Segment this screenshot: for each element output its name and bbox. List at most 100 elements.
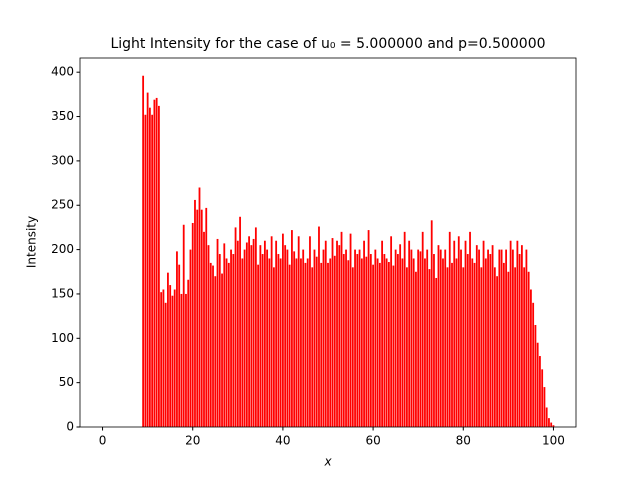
bar xyxy=(489,254,492,427)
bar xyxy=(541,369,544,427)
bar xyxy=(532,302,535,427)
bar xyxy=(417,249,420,427)
y-tick-label: 100 xyxy=(51,331,74,345)
x-tick-label: 60 xyxy=(365,434,380,448)
bar xyxy=(245,242,248,427)
bar xyxy=(239,216,241,427)
bar xyxy=(536,342,539,427)
bar xyxy=(442,258,444,427)
bar xyxy=(475,245,478,427)
bar xyxy=(390,236,393,427)
bar xyxy=(297,236,300,427)
bar xyxy=(457,236,460,427)
bar xyxy=(236,240,239,427)
bar xyxy=(523,267,526,427)
bar xyxy=(394,249,397,427)
bar xyxy=(203,231,205,427)
bar xyxy=(295,258,298,427)
bar xyxy=(142,75,145,427)
bar xyxy=(349,233,352,427)
bar xyxy=(360,258,363,427)
bar xyxy=(491,245,494,427)
bar xyxy=(155,97,158,427)
bar xyxy=(511,249,514,427)
bar xyxy=(534,324,537,427)
bar xyxy=(331,238,334,427)
bar xyxy=(268,258,271,427)
bar xyxy=(525,249,528,427)
x-tick-label: 80 xyxy=(456,434,471,448)
bar xyxy=(338,245,341,427)
bar xyxy=(176,251,178,427)
bar xyxy=(214,276,217,427)
bar xyxy=(302,249,305,427)
bar xyxy=(484,258,487,427)
bar xyxy=(275,240,278,427)
bar xyxy=(548,418,550,427)
bar xyxy=(435,277,438,427)
bar xyxy=(354,249,356,427)
bar xyxy=(191,222,194,427)
bar xyxy=(466,254,469,427)
bar xyxy=(469,231,471,427)
bar xyxy=(410,249,413,427)
bar xyxy=(399,244,402,427)
bar xyxy=(426,249,429,427)
bar xyxy=(205,207,208,427)
bar xyxy=(259,245,262,427)
bar xyxy=(336,240,338,427)
bar xyxy=(387,262,390,427)
bar xyxy=(478,249,480,427)
bar xyxy=(473,262,476,427)
bar xyxy=(309,236,311,427)
bar xyxy=(396,254,399,427)
bar xyxy=(356,254,359,427)
bar xyxy=(545,407,548,427)
y-tick-label: 200 xyxy=(51,242,74,256)
bar xyxy=(446,267,449,427)
bar xyxy=(196,209,199,427)
bar xyxy=(185,293,187,427)
bar xyxy=(250,245,253,427)
bar xyxy=(180,293,183,427)
bar xyxy=(162,289,165,427)
bar xyxy=(327,262,329,427)
bar xyxy=(164,302,167,427)
bar xyxy=(151,114,154,428)
bar xyxy=(502,262,505,427)
bar xyxy=(160,292,163,427)
bar xyxy=(279,258,282,427)
bar xyxy=(482,240,485,427)
bar xyxy=(369,254,372,427)
x-tick-label: 20 xyxy=(185,434,200,448)
bar xyxy=(372,264,374,427)
bar xyxy=(158,105,160,427)
bar xyxy=(148,107,151,427)
bar xyxy=(347,260,350,427)
bar xyxy=(453,240,456,427)
bar xyxy=(493,267,496,427)
bar xyxy=(153,99,156,427)
bar xyxy=(507,271,510,427)
y-tick-label: 0 xyxy=(66,420,74,434)
bar xyxy=(514,267,517,427)
plot-frame xyxy=(79,57,577,428)
bar xyxy=(385,258,388,427)
bar xyxy=(403,231,406,427)
bar xyxy=(520,245,523,427)
bar xyxy=(277,254,280,427)
bar xyxy=(367,230,370,427)
bar xyxy=(315,256,318,427)
bar xyxy=(144,114,147,428)
bar xyxy=(451,262,453,427)
bar xyxy=(498,249,501,427)
bar xyxy=(462,267,465,427)
bar xyxy=(419,251,422,427)
bar xyxy=(189,249,192,427)
bar xyxy=(291,230,293,427)
bar xyxy=(455,258,458,427)
bar xyxy=(178,264,181,427)
y-tick-label: 350 xyxy=(51,109,74,123)
bar xyxy=(293,251,296,427)
bar xyxy=(223,243,226,427)
